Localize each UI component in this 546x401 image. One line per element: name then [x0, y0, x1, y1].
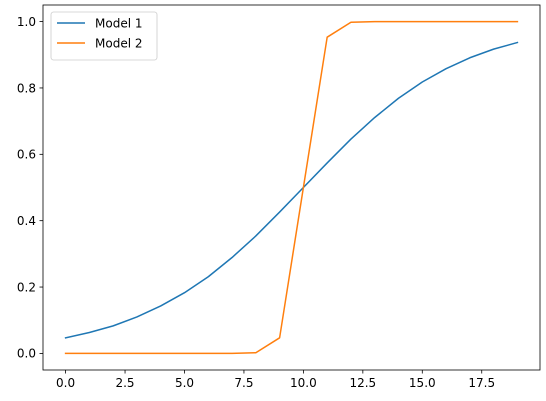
y-tick-label: 0.4 — [17, 214, 36, 228]
series-line-1 — [64, 41, 519, 339]
x-tick-label: 7.5 — [234, 376, 253, 390]
axes-layer: 0.0 2.5 5.0 7.5 10.0 12.5 15.0 17.5 0.0 0.2 0.4 0.6… — [17, 4, 541, 390]
series-layer — [64, 20, 519, 355]
x-tick-label: 2.5 — [115, 376, 134, 390]
plot-area — [43, 5, 540, 370]
x-tick-label: 17.5 — [468, 376, 495, 390]
y-tick-label: 1.0 — [17, 15, 36, 29]
y-tick-label: 0.6 — [17, 148, 36, 162]
legend-box — [50, 11, 158, 61]
x-tick-label: 0.0 — [56, 376, 75, 390]
y-tick-label: 0.0 — [17, 347, 36, 361]
x-tick-label: 10.0 — [290, 376, 317, 390]
x-tick-label: 15.0 — [409, 376, 436, 390]
legend-label-2: Model 2 — [95, 36, 142, 50]
y-tick-label: 0.2 — [17, 280, 36, 294]
legend: Model 1 Model 2 — [50, 11, 158, 61]
axes-frame — [42, 4, 541, 371]
y-tick-label: 0.8 — [17, 81, 36, 95]
legend-label-1: Model 1 — [95, 16, 142, 30]
x-tick-label: 5.0 — [175, 376, 194, 390]
x-tick-label: 12.5 — [349, 376, 376, 390]
series-line-2 — [64, 20, 519, 355]
